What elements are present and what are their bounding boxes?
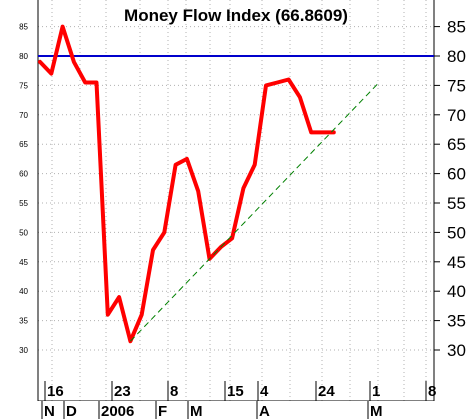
y-tick-label-left: 85 xyxy=(19,23,28,32)
mfi-point xyxy=(39,61,41,63)
y-tick-label-right: 55 xyxy=(447,194,466,213)
mfi-point xyxy=(299,96,301,98)
mfi-point xyxy=(152,249,154,251)
x-day-label: 4 xyxy=(260,383,269,400)
y-tick-label-left: 55 xyxy=(19,199,28,208)
x-day-label: 8 xyxy=(170,383,178,400)
x-month-label: F xyxy=(158,403,167,419)
x-day-label: 23 xyxy=(114,383,131,400)
x-day-label: 24 xyxy=(318,383,335,400)
mfi-point xyxy=(197,190,199,192)
mfi-point xyxy=(141,314,143,316)
mfi-point xyxy=(175,164,177,166)
y-tick-label-left: 60 xyxy=(19,170,28,179)
y-tick-label-right: 85 xyxy=(447,18,466,37)
x-axis: 16 23 8 15 4 24 1 8 N D 2006 F M A M xyxy=(38,381,436,419)
chart-title: Money Flow Index (66.8609) xyxy=(124,6,348,25)
y-tick-label-right: 75 xyxy=(447,76,466,95)
mfi-point xyxy=(242,187,244,189)
mfi-point xyxy=(310,131,312,133)
mfi-point xyxy=(231,237,233,239)
y-tick-label-left: 40 xyxy=(19,287,28,296)
x-month-label: M xyxy=(370,403,383,419)
y-tick-label-right: 45 xyxy=(447,253,466,272)
y-tick-label-right: 70 xyxy=(447,106,466,125)
y-tick-label-left: 75 xyxy=(19,81,28,90)
mfi-point xyxy=(107,314,109,316)
x-month-label: N xyxy=(44,403,55,419)
mfi-point xyxy=(322,131,323,133)
y-tick-label-right: 65 xyxy=(447,135,466,154)
x-axis-band xyxy=(38,401,434,419)
mfi-point xyxy=(50,73,52,75)
y-ticks-left: 30 35 40 45 50 55 60 65 70 75 80 85 xyxy=(19,23,28,355)
y-tick-label-right: 50 xyxy=(447,223,466,242)
mfi-point xyxy=(96,81,97,83)
y-tick-label-right: 80 xyxy=(447,47,466,66)
y-ticks-right: 30 35 40 45 50 55 60 65 70 75 80 85 xyxy=(434,18,466,360)
mfi-point xyxy=(62,26,64,28)
x-day-label: 8 xyxy=(428,383,436,400)
mfi-point xyxy=(288,79,290,81)
y-tick-label-left: 45 xyxy=(19,258,28,267)
mfi-point xyxy=(254,164,256,166)
y-tick-label-left: 30 xyxy=(19,346,28,355)
x-month-label: 2006 xyxy=(101,403,134,419)
y-tick-label-right: 60 xyxy=(447,165,466,184)
x-month-label: D xyxy=(66,403,77,419)
grid xyxy=(38,0,434,401)
mfi-point xyxy=(163,231,165,233)
mfi-point xyxy=(84,81,86,83)
y-tick-label-right: 30 xyxy=(447,341,466,360)
x-month-label: A xyxy=(259,403,270,419)
y-tick-label-right: 35 xyxy=(447,312,466,331)
mfi-point xyxy=(333,131,335,133)
plot-background xyxy=(38,0,434,400)
x-day-label: 1 xyxy=(372,383,380,400)
mfi-point xyxy=(265,84,267,86)
y-tick-label-left: 50 xyxy=(19,228,28,237)
y-tick-label-left: 35 xyxy=(19,317,28,326)
y-tick-label-right: 40 xyxy=(447,282,466,301)
mfi-point xyxy=(276,81,278,83)
mfi-point xyxy=(73,61,75,63)
mfi-point xyxy=(186,158,188,160)
y-tick-label-left: 80 xyxy=(19,52,28,61)
x-day-label: 16 xyxy=(47,383,64,400)
series xyxy=(38,24,434,344)
y-tick-label-left: 65 xyxy=(19,140,28,149)
mfi-point xyxy=(118,296,120,298)
x-day-label: 15 xyxy=(227,383,244,400)
y-tick-label-left: 70 xyxy=(19,111,28,120)
x-month-label: M xyxy=(190,403,203,419)
